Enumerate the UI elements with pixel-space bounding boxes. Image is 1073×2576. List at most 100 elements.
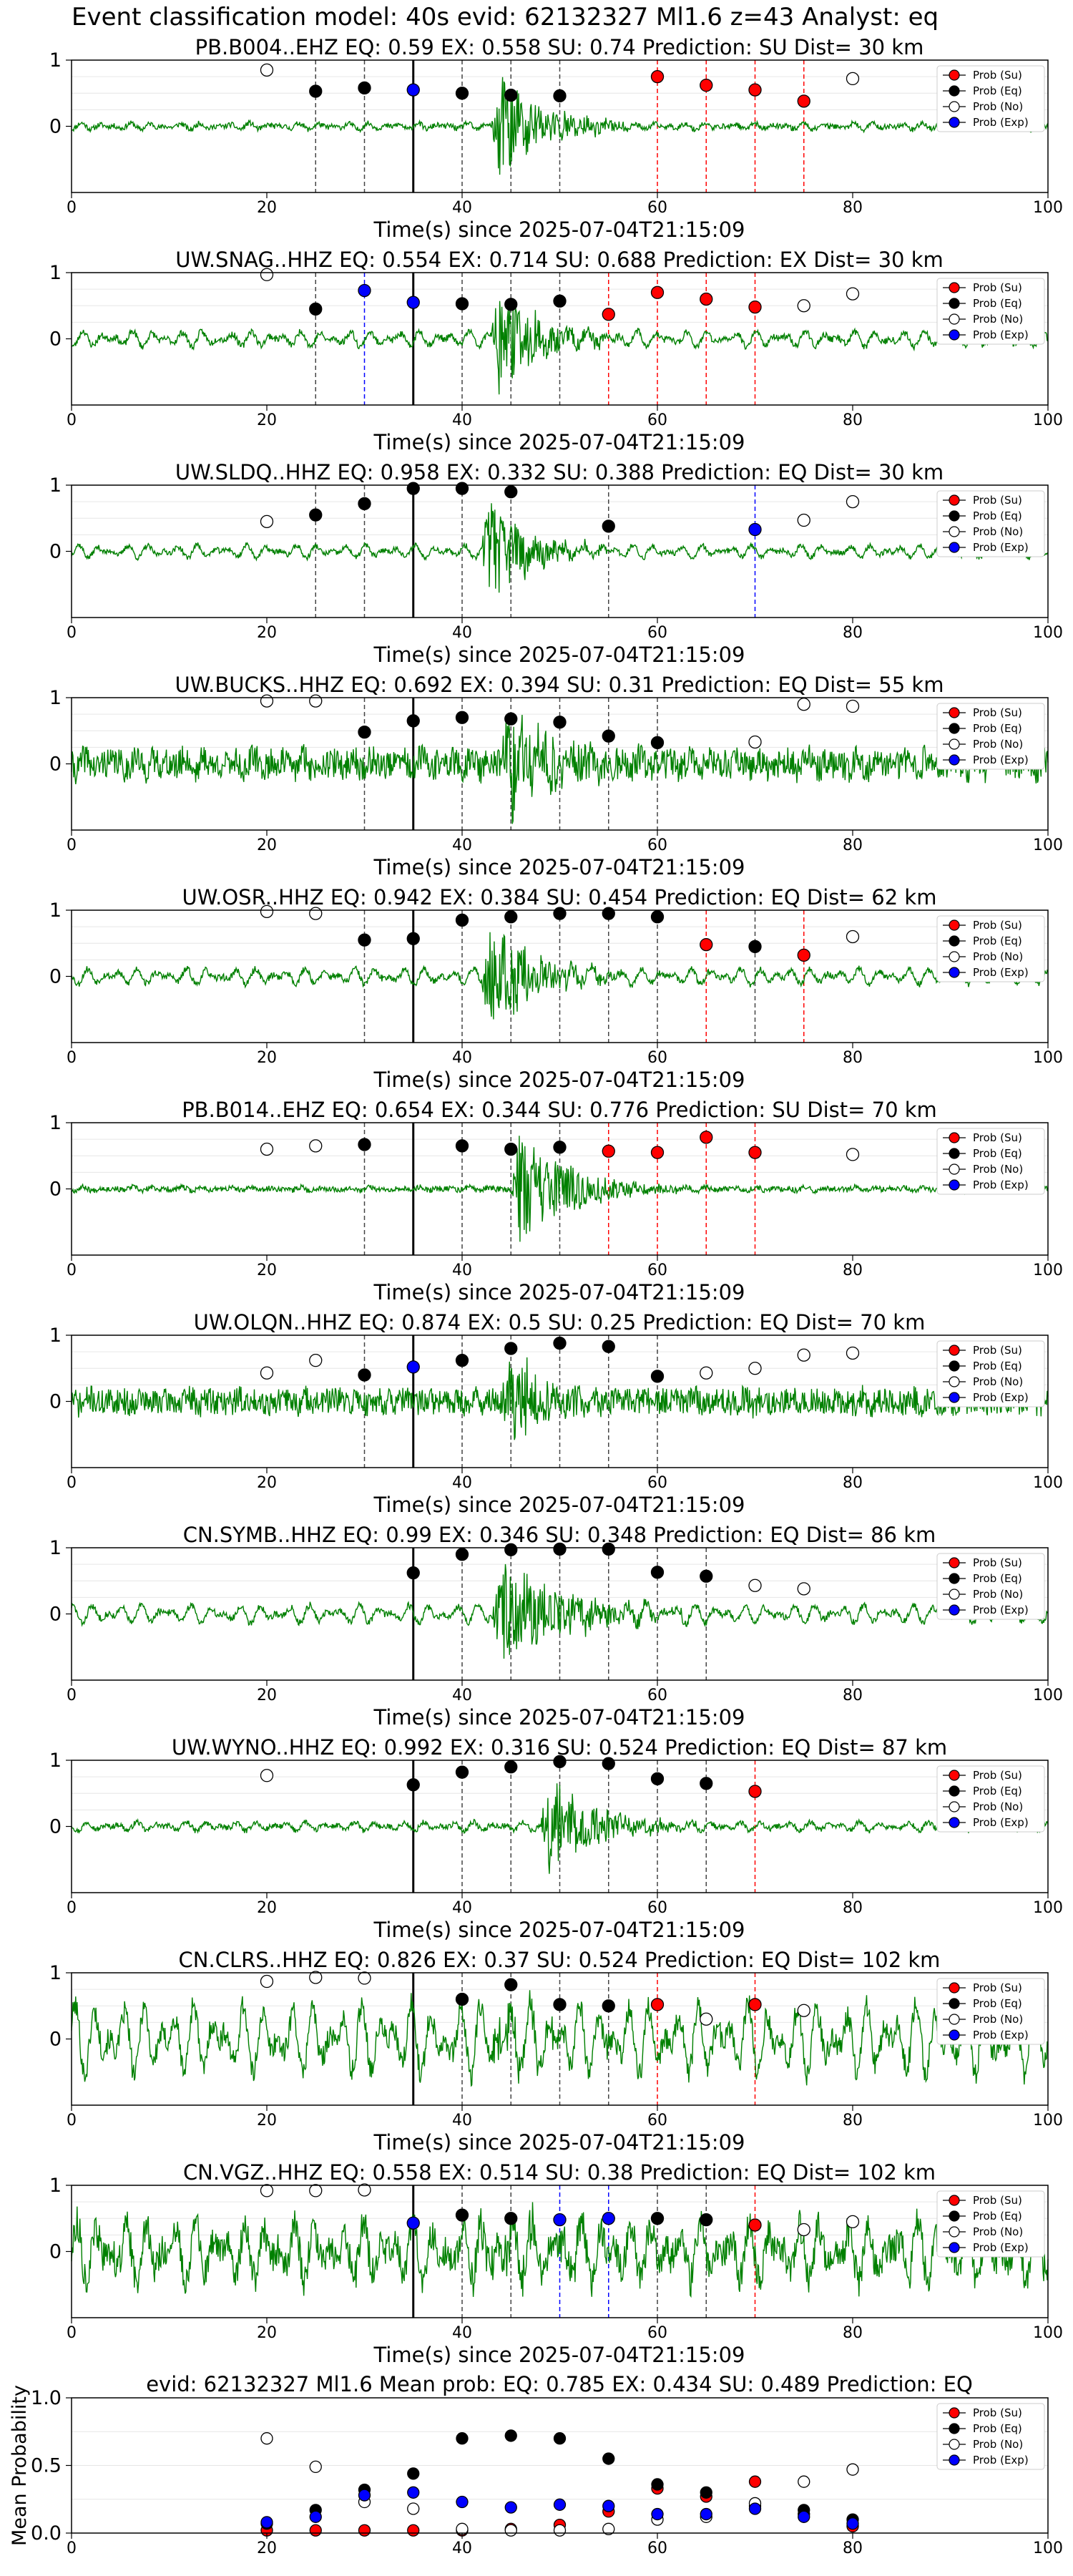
legend-label-exp: Prob (Exp) [973,966,1029,979]
y-tick-label: 1 [49,474,62,497]
x-tick-label: 80 [843,1262,863,1279]
legend-label-exp: Prob (Exp) [973,328,1029,341]
legend-marker-exp [949,967,960,978]
prob-point-eq [602,907,615,920]
legend-label-eq: Prob (Eq) [973,1360,1022,1372]
prob-point-exp [406,83,420,97]
x-tick-label: 100 [1033,2540,1063,2557]
prob-point-su [602,308,615,321]
waveform-trace [72,301,1049,395]
prob-point-no [797,698,810,711]
prob-point-eq [553,1998,567,2011]
panel-title: UW.SNAG..HHZ EQ: 0.554 EX: 0.714 SU: 0.6… [175,248,944,272]
panel-2: UW.SNAG..HHZ EQ: 0.554 EX: 0.714 SU: 0.6… [49,248,1063,454]
legend-marker-eq [949,1360,960,1372]
legend-marker-exp [949,2242,960,2253]
prob-point-eq [455,482,469,495]
mean-point-no [407,2502,420,2515]
legend-marker-eq [949,2423,960,2434]
x-tick-label: 60 [647,199,667,217]
mean-point-eq [602,2452,615,2465]
legend-label-eq: Prob (Eq) [973,1997,1022,2010]
x-tick-label: 100 [1033,2324,1063,2342]
x-tick-label: 0 [67,2540,77,2557]
prob-point-eq [700,2212,713,2227]
legend-marker-no [949,2439,960,2450]
legend-label-eq: Prob (Eq) [973,1147,1022,1160]
legend-label-su: Prob (Su) [973,1556,1022,1569]
x-tick-label: 0 [67,1262,77,1279]
x-tick-label: 40 [452,2112,472,2129]
legend-marker-exp [949,329,960,341]
prob-point-eq [504,1342,518,1355]
prob-point-su [797,948,810,962]
legend-label-no: Prob (No) [973,2438,1023,2451]
y-tick-label: 0 [49,1604,62,1626]
panel-1: PB.B004..EHZ EQ: 0.59 EX: 0.558 SU: 0.74… [49,35,1063,242]
x-tick-label: 80 [843,836,863,854]
legend-label-no: Prob (No) [973,950,1023,963]
x-tick-label: 80 [843,1899,863,1917]
legend-marker-eq [949,85,960,97]
x-tick-label: 0 [67,199,77,217]
y-tick-label: 1 [49,1112,62,1134]
x-tick-label: 20 [257,411,277,429]
x-tick-label: 20 [257,1687,277,1704]
figure-title: Event classification model: 40s evid: 62… [72,3,939,31]
x-tick-label: 60 [647,1899,667,1917]
legend-marker-su [949,1132,960,1143]
x-tick-label: 60 [647,2112,667,2129]
legend-marker-exp [949,1179,960,1191]
legend-marker-exp [949,1604,960,1616]
legend-label-eq: Prob (Eq) [973,2210,1022,2223]
waveform-trace [71,1136,1049,1242]
prob-point-eq [455,87,469,100]
prob-point-su [700,79,713,92]
prob-point-no [846,1148,860,1161]
legend-label-eq: Prob (Eq) [973,2422,1022,2435]
prob-point-eq [455,1548,469,1561]
prob-point-no [260,268,274,281]
prob-point-eq [309,302,323,316]
legend-label-no: Prob (No) [973,1375,1023,1388]
prob-point-no [700,2012,713,2026]
legend-label-no: Prob (No) [973,525,1023,538]
mean-point-no [553,2524,567,2537]
prob-point-no [797,2223,810,2237]
legend-label-su: Prob (Su) [973,1344,1022,1357]
legend-label-su: Prob (Su) [973,706,1022,719]
x-tick-label: 0 [67,836,77,854]
x-axis-label: Time(s) since 2025-07-04T21:15:09 [373,2343,745,2367]
mean-point-exp [553,2498,567,2511]
prob-point-eq [406,1778,420,1792]
x-tick-label: 80 [843,1687,863,1704]
legend-marker-no [949,1376,960,1387]
legend-label-exp: Prob (Exp) [973,1391,1029,1404]
x-tick-label: 0 [67,1687,77,1704]
x-tick-label: 0 [67,411,77,429]
x-axis-label: Time(s) since 2025-07-04T21:15:09 [373,218,745,242]
prob-point-no [260,904,274,918]
waveform-trace [71,1990,1049,2087]
panel-title: PB.B014..EHZ EQ: 0.654 EX: 0.344 SU: 0.7… [182,1098,937,1122]
mean-point-eq [407,2467,420,2480]
legend-label-eq: Prob (Eq) [973,297,1022,310]
panel-11: CN.VGZ..HHZ EQ: 0.558 EX: 0.514 SU: 0.38… [49,2160,1063,2367]
legend-label-su: Prob (Su) [973,1769,1022,1782]
legend-label-exp: Prob (Exp) [973,1604,1029,1616]
prob-point-no [260,1769,274,1782]
legend-marker-exp [949,117,960,128]
legend-label-no: Prob (No) [973,2225,1023,2238]
prob-point-eq [553,1755,567,1769]
prob-point-eq [504,88,518,102]
legend-marker-eq [949,1785,960,1797]
x-tick-label: 60 [647,1687,667,1704]
legend-marker-eq [949,723,960,734]
y-tick-label: 0.5 [31,2455,62,2477]
x-tick-label: 20 [257,624,277,642]
legend-marker-no [949,101,960,112]
mean-point-exp [456,2495,469,2509]
x-tick-label: 20 [257,199,277,217]
prob-point-eq [504,485,518,499]
